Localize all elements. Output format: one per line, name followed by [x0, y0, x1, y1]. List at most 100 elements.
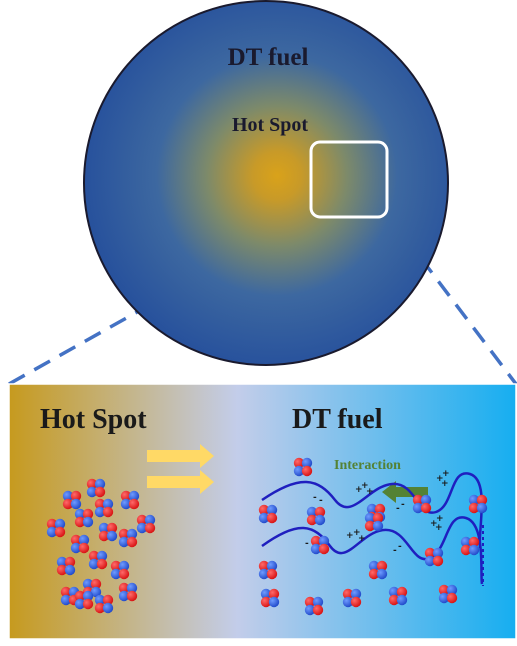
- neutron: [126, 582, 138, 594]
- fuel-sphere: [83, 0, 449, 366]
- proton: [90, 578, 102, 590]
- negative-charge: -: [398, 542, 402, 552]
- positive-charge: +: [442, 469, 450, 479]
- neutron: [318, 535, 330, 547]
- proton: [258, 560, 270, 572]
- proton: [420, 502, 432, 514]
- neutron: [468, 494, 480, 506]
- negative-charge: -: [396, 504, 400, 514]
- neutron: [376, 568, 388, 580]
- proton: [82, 508, 94, 520]
- flow-arrow-bottom: [147, 470, 214, 494]
- neutron: [260, 588, 272, 600]
- proton: [412, 494, 424, 506]
- neutron: [258, 568, 270, 580]
- proton: [126, 536, 138, 548]
- neutron: [88, 558, 100, 570]
- proton: [136, 514, 148, 526]
- proton: [128, 498, 140, 510]
- neutron: [258, 512, 270, 524]
- neutron: [432, 547, 444, 559]
- proton: [306, 514, 318, 526]
- neutron: [293, 465, 305, 477]
- positive-charge: +: [366, 487, 374, 497]
- nuclei-layer: [46, 457, 488, 616]
- proton: [432, 555, 444, 567]
- neutron: [82, 578, 94, 590]
- nucleus: [258, 504, 278, 524]
- proton: [102, 594, 114, 606]
- nucleus: [46, 518, 66, 538]
- proton: [110, 560, 122, 572]
- proton: [266, 568, 278, 580]
- nucleus: [304, 596, 324, 616]
- neutron: [438, 592, 450, 604]
- neutron: [396, 594, 408, 606]
- neutron: [74, 598, 86, 610]
- nucleus: [56, 556, 76, 576]
- neutron: [412, 502, 424, 514]
- zoom-region-box: [309, 140, 389, 219]
- nucleus: [118, 582, 138, 602]
- negative-charge: -: [401, 500, 405, 510]
- neutron: [106, 530, 118, 542]
- nucleus: [70, 534, 90, 554]
- proton: [98, 530, 110, 542]
- nucleus: [86, 478, 106, 498]
- proton: [350, 596, 362, 608]
- proton: [70, 490, 82, 502]
- neutron: [102, 498, 114, 510]
- neutron: [268, 596, 280, 608]
- positive-charge: +: [436, 514, 444, 524]
- proton: [120, 490, 132, 502]
- proton: [318, 543, 330, 555]
- nucleus: [260, 588, 280, 608]
- neutron: [94, 506, 106, 518]
- neutron: [54, 518, 66, 530]
- neutron: [476, 502, 488, 514]
- neutron: [70, 498, 82, 510]
- proton: [56, 564, 68, 576]
- neutron: [304, 604, 316, 616]
- sphere-dt-fuel-label: DT fuel: [228, 44, 309, 71]
- neutron: [60, 594, 72, 606]
- neutron: [144, 514, 156, 526]
- nucleus: [74, 508, 94, 528]
- nucleus: [412, 494, 432, 514]
- proton: [144, 522, 156, 534]
- interaction-arrow: [382, 481, 428, 503]
- negative-charge: -: [319, 496, 323, 506]
- proton: [106, 522, 118, 534]
- neutron: [266, 504, 278, 516]
- neutron: [460, 536, 472, 548]
- neutron: [94, 478, 106, 490]
- neutron: [314, 514, 326, 526]
- proton: [74, 590, 86, 602]
- panel-dt-fuel-label: DT fuel: [292, 404, 383, 435]
- proton: [388, 594, 400, 606]
- neutron: [366, 503, 378, 515]
- negative-charge: -: [393, 546, 397, 556]
- neutron: [118, 560, 130, 572]
- positive-charge: +: [436, 474, 444, 484]
- proton: [468, 536, 480, 548]
- neutron: [94, 594, 106, 606]
- neutron: [266, 560, 278, 572]
- neutron: [301, 457, 313, 469]
- proton: [424, 547, 436, 559]
- neutron: [468, 544, 480, 556]
- nucleus: [88, 550, 108, 570]
- neutron: [56, 556, 68, 568]
- negative-charge: -: [305, 539, 309, 549]
- proton: [301, 465, 313, 477]
- proton: [118, 528, 130, 540]
- neutron: [446, 584, 458, 596]
- neutron: [82, 590, 94, 602]
- proton: [312, 604, 324, 616]
- neutron: [64, 564, 76, 576]
- neutron: [424, 555, 436, 567]
- neutron: [368, 560, 380, 572]
- neutron: [78, 534, 90, 546]
- neutron: [126, 528, 138, 540]
- neutron: [110, 568, 122, 580]
